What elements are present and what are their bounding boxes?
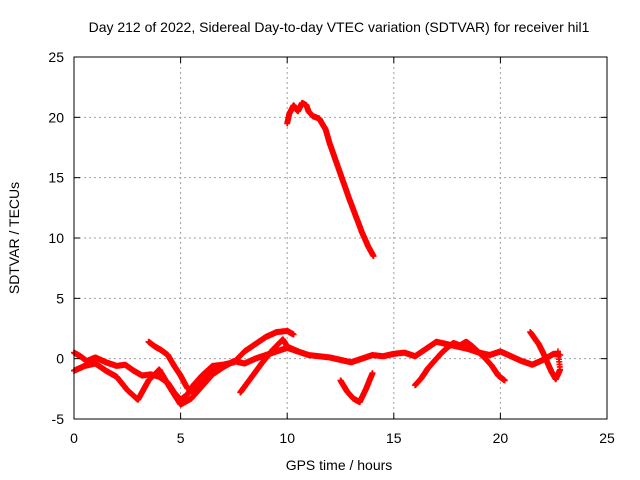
y-tick-label: 15 (48, 170, 64, 186)
data-series (145, 338, 227, 396)
data-series (412, 338, 508, 389)
x-tick-label: 20 (493, 430, 509, 446)
y-tick-label: 5 (56, 290, 64, 306)
series-markers (284, 99, 377, 260)
axis-ticks: 0 5 10 15 20 25 -5 0 5 10 15 20 25 (48, 49, 615, 446)
y-tick-label: -5 (52, 411, 65, 427)
series-markers (145, 338, 227, 396)
chart-title: Day 212 of 2022, Sidereal Day-to-day VTE… (89, 19, 590, 35)
y-tick-label: 0 (56, 351, 64, 367)
y-axis-label: SDTVAR / TECUs (6, 182, 22, 294)
y-tick-label: 20 (48, 109, 64, 125)
x-tick-label: 0 (70, 430, 78, 446)
y-tick-label: 25 (48, 49, 64, 65)
data-series (284, 99, 377, 260)
series-markers (337, 370, 376, 406)
x-axis-label: GPS time / hours (286, 457, 393, 473)
data-series (527, 329, 564, 383)
x-tick-label: 10 (279, 430, 295, 446)
x-tick-label: 25 (599, 430, 615, 446)
x-tick-label: 5 (177, 430, 185, 446)
data-series (337, 370, 376, 406)
y-tick-label: 10 (48, 230, 64, 246)
x-tick-label: 15 (386, 430, 402, 446)
series-markers (412, 338, 508, 389)
series-markers (527, 329, 564, 383)
data-points (71, 99, 564, 408)
